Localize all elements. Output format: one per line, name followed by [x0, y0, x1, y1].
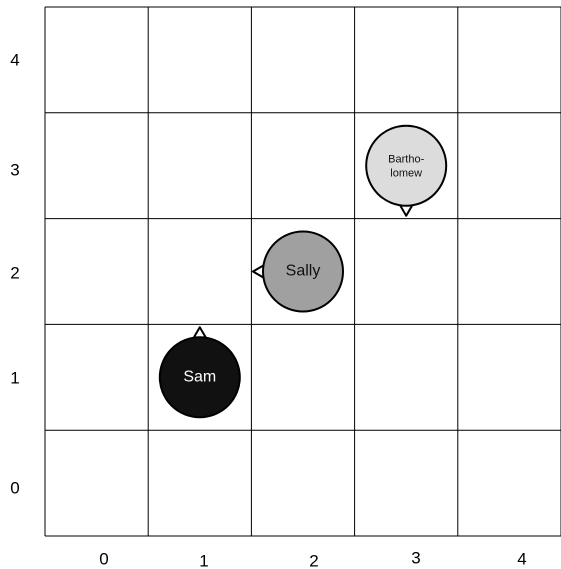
agent-marker: Sally	[252, 230, 344, 313]
agent-name-line: lomew	[390, 168, 422, 180]
agent-name: Sam	[183, 369, 216, 386]
agent-circle	[158, 336, 241, 419]
agent-name-line: Bartho-	[388, 154, 424, 166]
x-label-1: 1	[199, 551, 208, 569]
agent-circle	[262, 230, 344, 313]
x-label-3: 3	[411, 548, 420, 567]
y-label-3: 3	[10, 160, 19, 179]
y-label-4: 4	[10, 50, 19, 69]
x-label-2: 2	[309, 551, 318, 569]
y-label-0: 0	[10, 478, 19, 497]
y-label-1: 1	[10, 368, 19, 387]
x-label-4: 4	[517, 549, 526, 568]
agent-marker: Bartho-lomew	[365, 124, 448, 217]
x-label-0: 0	[99, 549, 108, 568]
y-label-2: 2	[10, 263, 19, 282]
agent-marker: Sam	[158, 326, 241, 419]
grid-lines	[44, 6, 561, 537]
agent-name: Sally	[286, 263, 321, 280]
agent-circle	[365, 124, 448, 207]
agents-layer: Sam Sally Bartho-lomew	[158, 124, 448, 419]
